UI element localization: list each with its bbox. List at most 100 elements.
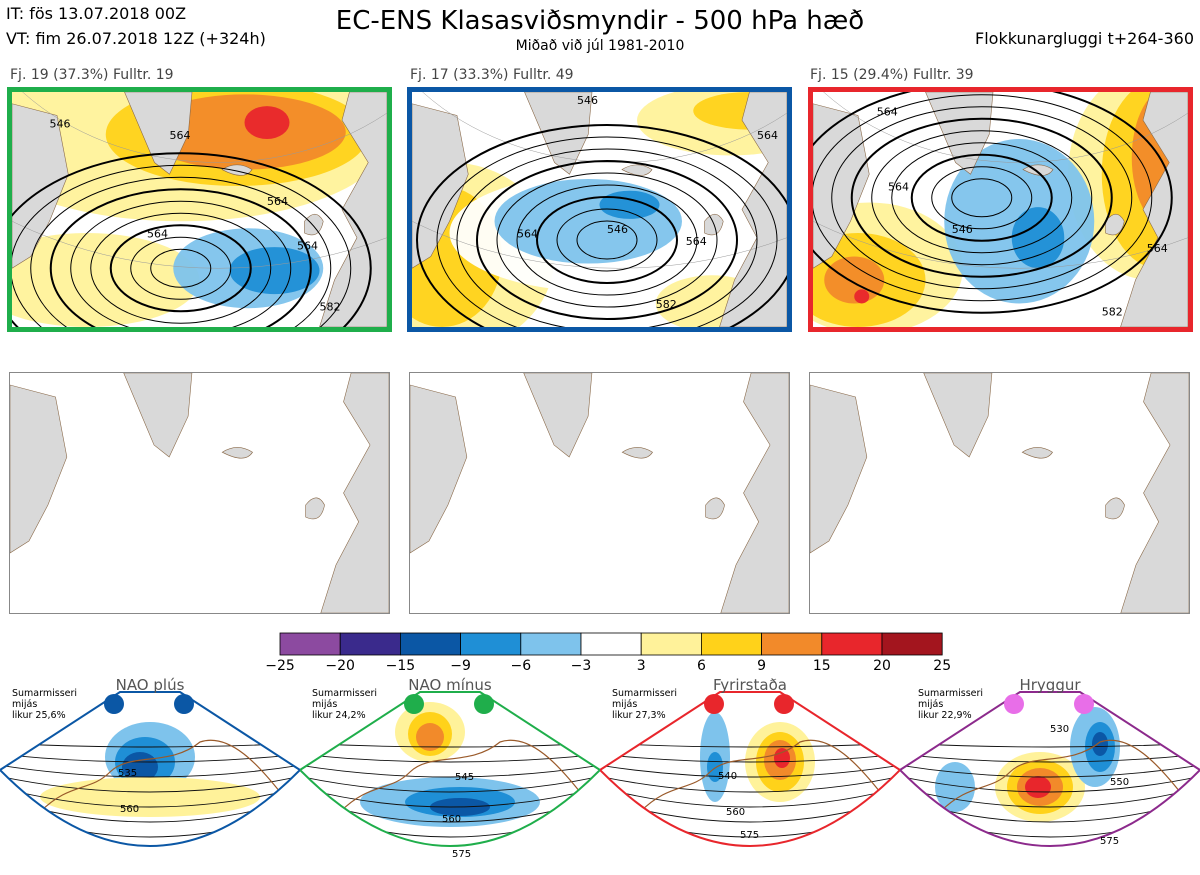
contour-label: 560	[120, 804, 139, 815]
contour-label: 564	[297, 239, 318, 252]
regime-marker-dot	[1004, 694, 1024, 714]
contour-label: 582	[656, 298, 677, 311]
fan-border	[0, 691, 302, 847]
regime-probability-line: mijás	[312, 699, 338, 710]
colorbar-swatch	[701, 632, 763, 656]
anomaly-shade	[854, 289, 870, 304]
graticule	[813, 92, 1188, 269]
landmass	[10, 373, 389, 613]
height-contours	[12, 152, 372, 327]
anomaly-shade	[416, 723, 444, 751]
contour-label: 546	[607, 223, 628, 236]
anomaly-shade	[12, 233, 200, 327]
regime-probability-line: likur 25,6%	[12, 710, 66, 721]
colorbar-swatch	[640, 632, 702, 656]
valid-time: VT: fim 26.07.2018 12Z (+324h)	[6, 29, 266, 48]
regime-probability-line: likur 27,3%	[612, 710, 666, 721]
regime-probability: Sumarmisseri mijás likur 25,6%	[12, 688, 82, 721]
landmass	[813, 92, 1188, 327]
contour-label: 560	[726, 807, 745, 818]
height-contour	[300, 771, 600, 793]
height-contour	[0, 751, 300, 763]
regime-probability-line: Sumarmisseri	[312, 688, 378, 699]
init-time: IT: fös 13.07.2018 00Z	[6, 4, 187, 23]
graticule	[412, 92, 787, 269]
colorbar-swatch	[520, 632, 582, 656]
empty-map-3	[809, 372, 1190, 614]
height-contour	[0, 761, 300, 778]
regime-blocking: 540 560 575 Fyrirstaða Sumarmisseri mijás liku…	[598, 672, 902, 870]
contour-label: 564	[686, 235, 707, 248]
anomaly-shade	[244, 106, 290, 139]
anomaly-shade	[935, 762, 975, 812]
regime-marker-dot	[474, 694, 494, 714]
contour-label: 582	[1102, 305, 1123, 318]
cluster-2-label: Fj. 17 (33.3%) Fulltr. 49	[410, 67, 574, 83]
contour-label: 564	[757, 129, 778, 142]
colorbar-tick: −25	[265, 658, 295, 674]
cluster-3-label: Fj. 15 (29.4%) Fulltr. 39	[810, 67, 974, 83]
colorbar-swatch	[881, 632, 943, 656]
regime-ridge: 530 550 575 Hryggur Sumarmisseri mijás likur 2…	[898, 672, 1200, 870]
contour-label: 582	[320, 301, 341, 314]
contour-label: 564	[877, 106, 898, 119]
regime-title: NAO plús	[115, 676, 185, 694]
colorbar-swatch	[580, 632, 642, 656]
coastline	[339, 739, 581, 813]
colorbar-tick: 15	[813, 658, 831, 674]
coastline	[639, 739, 881, 813]
regime-probability-line: mijás	[612, 699, 638, 710]
colorbar-tick: 25	[933, 658, 951, 674]
anomaly-colorbar: −25 −20 −15 −9 −6 −3 3 6 9 15 20 25	[265, 632, 951, 674]
regime-probability-line: mijás	[918, 699, 944, 710]
colorbar-swatch	[460, 632, 522, 656]
contour-label: 540	[718, 771, 737, 782]
anomaly-shade	[1025, 849, 1055, 861]
contour-label: 564	[517, 228, 538, 241]
regime-probability-line: likur 24,2%	[312, 710, 366, 721]
coastline	[39, 739, 281, 813]
regime-probability-line: mijás	[12, 699, 38, 710]
regime-title: Fyrirstaða	[713, 676, 787, 694]
height-contours	[416, 124, 787, 327]
cluster-2-map: 546 546 564 564 564 582	[407, 87, 792, 332]
chart-subtitle: Miðað við júl 1981-2010	[515, 38, 685, 54]
height-contour	[300, 751, 600, 763]
regime-probability-line: Sumarmisseri	[918, 688, 984, 699]
height-contour	[600, 771, 900, 793]
colorbar-tick: −15	[386, 658, 416, 674]
regime-marker-dot	[1074, 694, 1094, 714]
graticule	[12, 92, 387, 269]
anomaly-shade	[1011, 207, 1065, 269]
anomaly-shade	[824, 256, 885, 304]
height-contour	[600, 751, 900, 763]
contour-label: 535	[118, 768, 137, 779]
colorbar-tick: −9	[450, 658, 471, 674]
anomaly-shade	[599, 190, 660, 219]
height-contours	[813, 92, 1173, 314]
empty-map-2	[409, 372, 790, 614]
anomaly-shade	[1025, 776, 1051, 798]
regime-probability-line: Sumarmisseri	[12, 688, 78, 699]
cluster-1-label: Fj. 19 (37.3%) Fulltr. 19	[10, 67, 174, 83]
coastline	[939, 739, 1181, 813]
contour-label: 546	[577, 94, 598, 107]
contour-label: 564	[170, 129, 191, 142]
contour-label: 575	[1100, 836, 1119, 847]
regime-marker-dot	[174, 694, 194, 714]
chart-title: EC-ENS Klasasviðsmyndir - 500 hPa hæð	[335, 6, 865, 36]
contour-label: 550	[1110, 777, 1129, 788]
contour-label: 575	[452, 849, 471, 860]
regime-marker-dot	[774, 694, 794, 714]
contour-label: 560	[442, 814, 461, 825]
anomaly-shade	[707, 752, 723, 782]
contour-label: 530	[1050, 724, 1069, 735]
fan-border	[598, 691, 902, 847]
colorbar-tick: 20	[873, 658, 891, 674]
height-contour	[900, 761, 1200, 778]
height-contour	[600, 761, 900, 778]
regime-probability-line: Sumarmisseri	[612, 688, 678, 699]
regime-probability: Sumarmisseri mijás likur 27,3%	[612, 688, 682, 721]
anomaly-shade	[1092, 732, 1108, 756]
colorbar-tick: 3	[637, 658, 646, 674]
